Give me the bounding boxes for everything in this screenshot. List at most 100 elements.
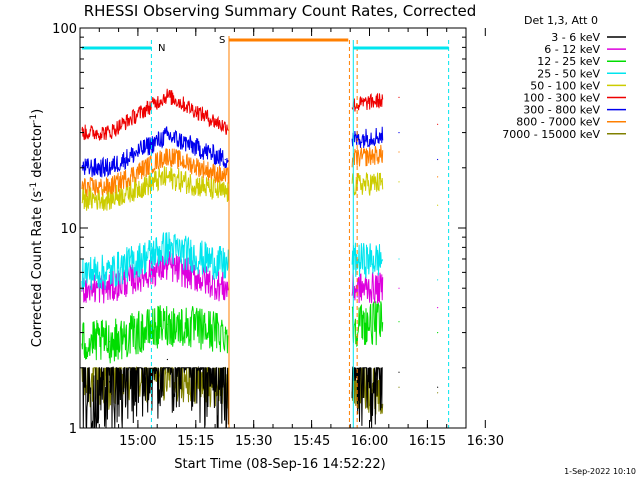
data-point: [437, 204, 439, 206]
data-point: [224, 158, 226, 161]
data-point: [108, 198, 111, 200]
data-point: [166, 323, 168, 325]
legend-header: Det 1,3, Att 0: [524, 14, 598, 27]
legend-label: 50 - 100 keV: [530, 79, 600, 92]
data-point: [437, 332, 439, 334]
series-12-25kev: [81, 301, 439, 364]
data-point: [398, 321, 400, 323]
legend-label: 25 - 50 keV: [537, 67, 600, 80]
data-point: [108, 132, 111, 134]
series-line: [81, 305, 229, 364]
y-axis-label-part1: Corrected Count Rate (s: [30, 191, 45, 348]
chart-title: RHESSI Observing Summary Count Rates, Co…: [84, 2, 477, 20]
y-tick-label: 1: [69, 422, 77, 437]
series-300-800kev: [81, 126, 439, 178]
data-point: [398, 132, 400, 134]
data-point: [224, 192, 226, 194]
series-line: [81, 232, 229, 291]
annotation-layer: NS: [81, 35, 450, 428]
y-axis-label-exp2: -1: [29, 114, 39, 123]
data-point: [108, 271, 111, 273]
data-point: [166, 94, 168, 96]
data-point: [437, 123, 439, 125]
data-point: [437, 392, 439, 394]
x-tick-label: 16:30: [467, 434, 504, 449]
data-point: [398, 151, 400, 153]
legend-label: 6 - 12 keV: [544, 43, 600, 56]
data-point: [224, 264, 226, 266]
data-point: [398, 287, 400, 289]
data-point: [108, 341, 111, 343]
data-point: [224, 332, 226, 334]
y-axis-label-exp1: -1: [29, 182, 39, 191]
legend-label: 800 - 7000 keV: [516, 116, 600, 129]
x-tick-label: 15:45: [293, 434, 330, 449]
series-line: [81, 365, 229, 429]
legend-label: 7000 - 15000 keV: [502, 128, 600, 141]
series-100-300kev: [81, 88, 439, 141]
data-point: [224, 176, 226, 178]
legend-label: 100 - 300 keV: [523, 92, 600, 105]
data-point: [398, 371, 400, 373]
series-50-100kev: [81, 166, 439, 211]
data-point: [398, 258, 400, 260]
data-point: [224, 126, 226, 128]
legend-label: 3 - 6 keV: [551, 31, 600, 44]
plot-timestamp: 1-Sep-2022 10:10: [564, 467, 636, 476]
data-point: [108, 381, 111, 383]
data-point: [398, 386, 400, 388]
x-tick-label: 15:30: [235, 434, 272, 449]
saa-marker: S: [219, 35, 225, 46]
series-6-12kev: [81, 251, 439, 309]
x-tick-label: 15:15: [177, 434, 214, 449]
series-line: [351, 242, 384, 279]
data-point: [166, 176, 168, 178]
series-line: [351, 272, 384, 304]
data-point: [437, 158, 439, 161]
data-point: [224, 287, 226, 289]
data-point: [166, 358, 168, 361]
x-tick-label: 15:00: [119, 434, 156, 449]
data-point: [437, 307, 439, 309]
data-point: [108, 167, 111, 169]
data-point: [437, 279, 439, 281]
data-point: [108, 287, 111, 289]
series-line: [351, 126, 384, 149]
data-point: [437, 176, 439, 178]
series-line: [351, 301, 384, 348]
x-tick-label: 16:15: [409, 434, 446, 449]
data-point: [398, 181, 400, 183]
series-line: [81, 148, 229, 197]
series-layer: [81, 88, 439, 429]
data-point: [437, 386, 439, 388]
series-line: [81, 251, 229, 304]
x-tick-label: 16:00: [351, 434, 388, 449]
x-axis-label: Start Time (08-Sep-16 14:52:22): [174, 457, 385, 472]
data-point: [398, 96, 400, 98]
series-line: [351, 92, 384, 112]
legend-label: 12 - 25 keV: [537, 55, 600, 68]
series-line: [81, 126, 229, 178]
data-point: [166, 246, 168, 248]
series-line: [351, 366, 383, 429]
series-line: [351, 144, 384, 168]
tick-layer: 15:00 15:15 15:30 15:45 16:00 16:15 16:30 1 10 10…: [52, 22, 504, 449]
data-point: [166, 155, 168, 157]
series-line: [81, 166, 229, 211]
y-axis-label-part3: ): [30, 109, 45, 114]
series-800-7000kev: [81, 144, 439, 197]
data-point: [224, 381, 226, 383]
data-point: [166, 264, 168, 266]
legend-label: 300 - 800 keV: [523, 104, 600, 117]
y-tick-label: 100: [52, 22, 77, 37]
y-axis-label-part2: detector: [30, 122, 45, 182]
y-tick-label: 10: [60, 222, 77, 237]
y-axis-label: Corrected Count Rate (s-1 detector-1): [29, 109, 45, 347]
series-3-6kev: [81, 358, 439, 429]
series-25-50kev: [81, 232, 439, 291]
night-marker: N: [158, 43, 165, 54]
series-line: [81, 88, 229, 141]
data-point: [108, 186, 111, 188]
